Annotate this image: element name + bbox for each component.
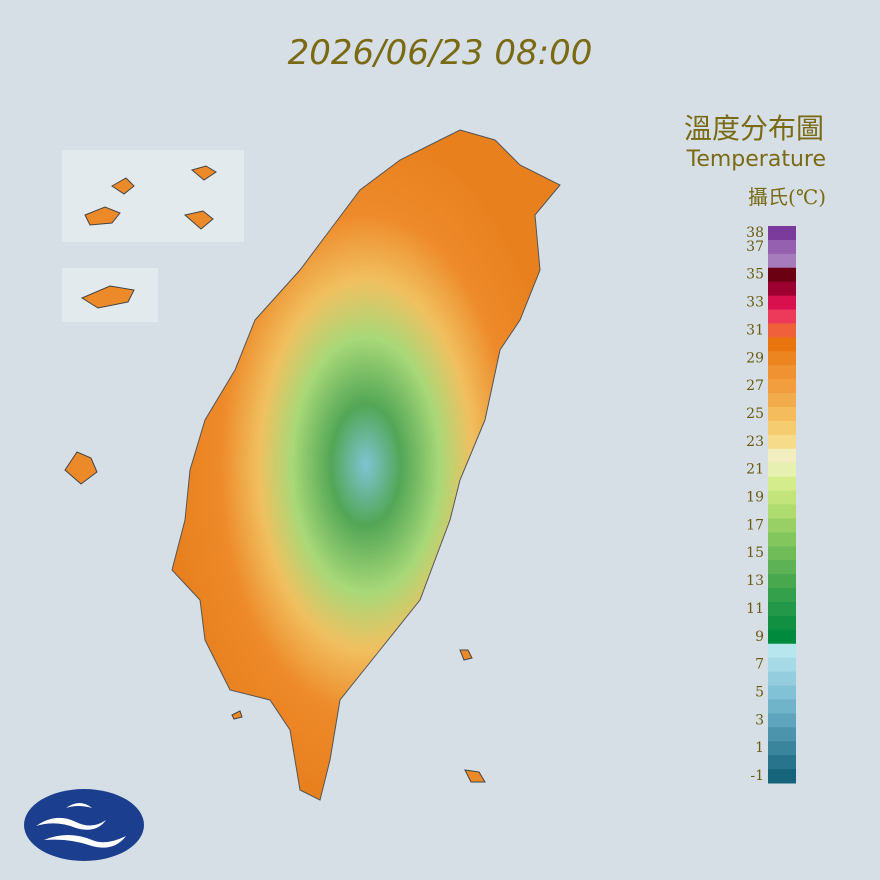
legend-swatch bbox=[768, 323, 796, 338]
legend-swatch bbox=[768, 351, 796, 366]
legend-tick-label: 23 bbox=[746, 434, 764, 450]
legend-swatch bbox=[768, 615, 796, 631]
legend-tick-label: 17 bbox=[746, 517, 764, 533]
legend-tick-label: 27 bbox=[746, 378, 764, 394]
legend-tick-label: 35 bbox=[746, 267, 764, 283]
legend-swatch bbox=[768, 379, 796, 394]
legend-tick-label: 3 bbox=[755, 712, 764, 728]
legend-swatch bbox=[768, 671, 796, 687]
legend-title-en: Temperature bbox=[686, 147, 826, 172]
legend-swatch bbox=[768, 295, 796, 311]
legend-swatch bbox=[768, 657, 796, 673]
legend-tick-label: 11 bbox=[746, 601, 764, 617]
legend-swatch bbox=[768, 309, 796, 324]
legend-title-zh: 溫度分布圖 bbox=[684, 112, 824, 145]
legend-tick-label: 7 bbox=[755, 657, 764, 673]
legend-tick-label: 37 bbox=[746, 239, 764, 255]
legend-swatch bbox=[768, 574, 796, 589]
legend-swatch bbox=[768, 407, 796, 422]
legend-swatch bbox=[768, 337, 796, 352]
legend-tick-label: 1 bbox=[755, 740, 764, 756]
legend-swatch bbox=[768, 741, 796, 756]
logo bbox=[24, 789, 144, 861]
legend-swatch bbox=[768, 267, 796, 283]
legend-tick-label: 38 bbox=[746, 225, 764, 241]
legend-swatch bbox=[768, 226, 796, 241]
legend-tick-label: 9 bbox=[755, 629, 764, 645]
legend-swatch bbox=[768, 365, 796, 380]
legend-swatch bbox=[768, 462, 796, 478]
legend-tick-label: 31 bbox=[746, 322, 764, 338]
legend-swatch bbox=[768, 504, 796, 519]
legend-swatch bbox=[768, 281, 796, 297]
legend-tick-label: 5 bbox=[755, 684, 764, 700]
legend-swatch bbox=[768, 239, 796, 255]
legend-swatch bbox=[768, 727, 796, 742]
legend-swatch bbox=[768, 393, 796, 408]
taiwan-island bbox=[171, 129, 561, 801]
legend-tick-label: 25 bbox=[746, 406, 764, 422]
legend-tick-label: 15 bbox=[746, 545, 764, 561]
legend-swatch bbox=[768, 518, 796, 533]
legend-swatch bbox=[768, 713, 796, 728]
legend-tick-label: 21 bbox=[746, 462, 764, 478]
legend-swatch bbox=[768, 755, 796, 770]
legend-swatch bbox=[768, 588, 796, 603]
legend-swatch bbox=[768, 476, 796, 492]
legend-swatch bbox=[768, 769, 796, 784]
legend-tick-label: 33 bbox=[746, 295, 764, 311]
legend-swatch bbox=[768, 601, 796, 617]
legend-swatch bbox=[768, 629, 796, 645]
legend-swatch bbox=[768, 420, 796, 436]
legend-swatch bbox=[768, 560, 796, 575]
legend-swatch bbox=[768, 532, 796, 547]
islets bbox=[64, 451, 486, 783]
legend-swatch bbox=[768, 643, 796, 659]
legend-tick-label: 19 bbox=[746, 490, 764, 506]
legend-unit: 攝氏(℃) bbox=[748, 185, 826, 209]
legend-swatch bbox=[768, 490, 796, 505]
legend-tick-label: -1 bbox=[750, 768, 764, 784]
legend-swatch bbox=[768, 699, 796, 714]
datetime: 2026/06/23 08:00 bbox=[288, 33, 593, 73]
inset-boxes bbox=[62, 150, 244, 322]
legend-swatch bbox=[768, 434, 796, 450]
legend-swatch bbox=[768, 448, 796, 464]
legend-tick-label: 29 bbox=[746, 350, 764, 366]
legend-tick-label: 13 bbox=[746, 573, 764, 589]
legend-swatch bbox=[768, 546, 796, 561]
legend-swatch bbox=[768, 685, 796, 700]
legend-swatch bbox=[768, 253, 796, 269]
